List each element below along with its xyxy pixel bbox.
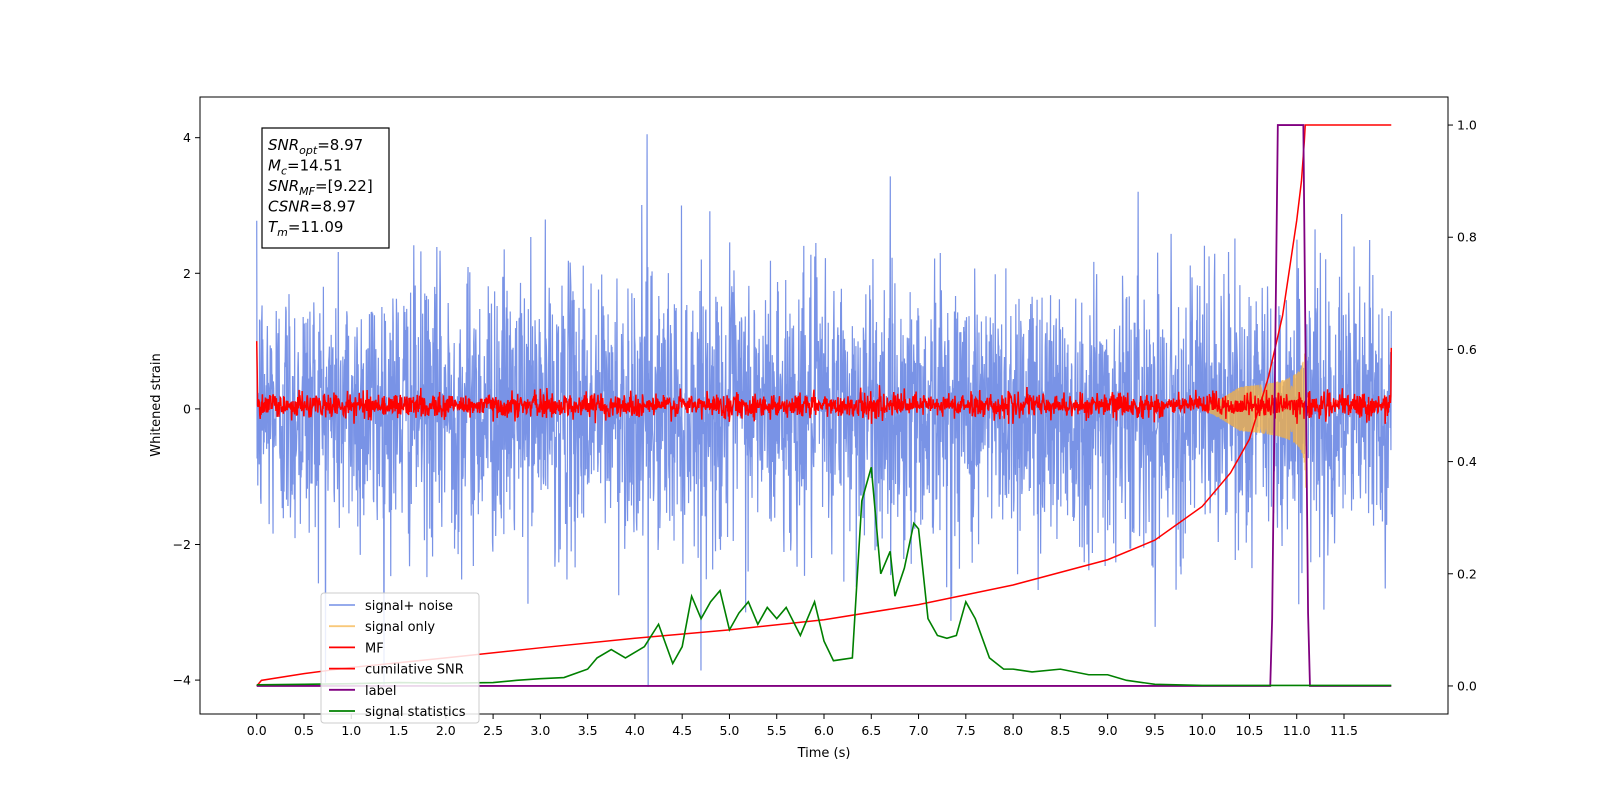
x-tick-label: 8.5 — [1050, 723, 1070, 738]
x-tick-label: 2.0 — [436, 723, 456, 738]
stat-line: Mc=14.51 — [268, 157, 343, 178]
x-tick-label: 5.0 — [720, 723, 740, 738]
legend-entry: signal only — [365, 620, 435, 635]
series-signal-noise — [256, 134, 1392, 687]
x-tick-label: 9.5 — [1145, 723, 1165, 738]
x-tick-label: 1.5 — [389, 723, 409, 738]
x-tick-label: 2.5 — [483, 723, 503, 738]
x-tick-label: 1.0 — [341, 723, 361, 738]
x-tick-label: 4.0 — [625, 723, 645, 738]
series-mf — [255, 341, 1393, 424]
x-tick-label: 0.0 — [247, 723, 267, 738]
x-tick-label: 11.5 — [1330, 723, 1358, 738]
x-tick-label: 5.5 — [767, 723, 787, 738]
x-tick-label: 3.5 — [578, 723, 598, 738]
y2-tick-label: 0.2 — [1457, 566, 1477, 581]
x-tick-label: 8.0 — [1003, 723, 1023, 738]
y-tick-label: 0 — [183, 401, 191, 416]
stat-line: CSNR=8.97 — [268, 198, 356, 216]
x-tick-label: 10.0 — [1188, 723, 1216, 738]
legend: signal+ noise signal only MF cumilative SNR… — [320, 592, 480, 724]
x-tick-label: 7.5 — [956, 723, 976, 738]
y-tick-label: −4 — [173, 673, 191, 688]
y2-tick-label: 0.6 — [1457, 342, 1477, 357]
stat-line: SNRopt=8.97 — [268, 136, 363, 157]
series-signal-statistics — [256, 466, 1392, 687]
x-tick-label: 3.0 — [530, 723, 550, 738]
stats-box-frame — [261, 127, 390, 249]
x-tick-label: 6.0 — [814, 723, 834, 738]
legend-frame — [320, 592, 480, 724]
legend-entry: label — [365, 684, 396, 699]
x-tick-label: 10.5 — [1236, 723, 1264, 738]
y-axis-label: Whitened strain — [149, 353, 164, 456]
stats-annotation-box: SNRopt=8.97Mc=14.51SNRMF=[9.22]CSNR=8.97… — [261, 127, 390, 249]
y2-tick-label: 0.0 — [1457, 678, 1477, 693]
y-tick-label: −2 — [173, 537, 191, 552]
x-axis-label: Time (s) — [797, 746, 851, 761]
axes: 0.0 0.5 1.0 1.5 2.0 2.5 3.0 3.5 4.0 4.5 5.0 5.5 6.0 6… — [173, 118, 1477, 738]
stat-line: Tm=11.09 — [268, 218, 343, 239]
x-tick-label: 6.5 — [861, 723, 881, 738]
legend-entry: MF — [365, 641, 384, 656]
x-tick-label: 11.0 — [1283, 723, 1311, 738]
y-tick-label: 2 — [183, 266, 191, 281]
y2-tick-label: 1.0 — [1457, 118, 1477, 133]
y2-tick-label: 0.4 — [1457, 454, 1477, 469]
x-tick-label: 7.0 — [909, 723, 929, 738]
y-tick-label: 4 — [183, 130, 191, 145]
x-tick-label: 0.5 — [294, 723, 314, 738]
x-tick-label: 4.5 — [672, 723, 692, 738]
y2-tick-label: 0.8 — [1457, 230, 1477, 245]
legend-entry: cumilative SNR — [365, 663, 464, 678]
x-tick-label: 9.0 — [1098, 723, 1118, 738]
legend-entry: signal+ noise — [365, 599, 453, 614]
series-label — [256, 124, 1392, 687]
stat-line: SNRMF=[9.22] — [268, 177, 373, 198]
legend-entry: signal statistics — [365, 705, 466, 720]
